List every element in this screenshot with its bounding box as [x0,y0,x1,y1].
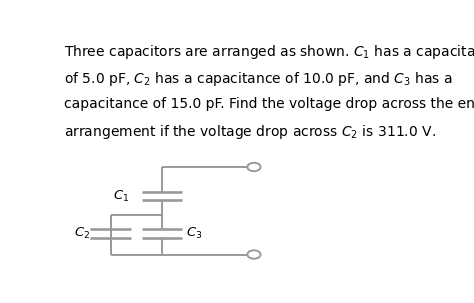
Text: $C_2$: $C_2$ [74,226,91,241]
Text: Three capacitors are arranged as shown. $C_1$ has a capacitance: Three capacitors are arranged as shown. … [64,43,474,61]
Text: $C_1$: $C_1$ [113,189,129,204]
Text: $C_3$: $C_3$ [186,226,202,241]
Text: arrangement if the voltage drop across $C_2$ is 311.0 V.: arrangement if the voltage drop across $… [64,123,436,142]
Text: of 5.0 pF, $C_2$ has a capacitance of 10.0 pF, and $C_3$ has a: of 5.0 pF, $C_2$ has a capacitance of 10… [64,70,453,88]
Text: capacitance of 15.0 pF. Find the voltage drop across the entire: capacitance of 15.0 pF. Find the voltage… [64,97,474,111]
